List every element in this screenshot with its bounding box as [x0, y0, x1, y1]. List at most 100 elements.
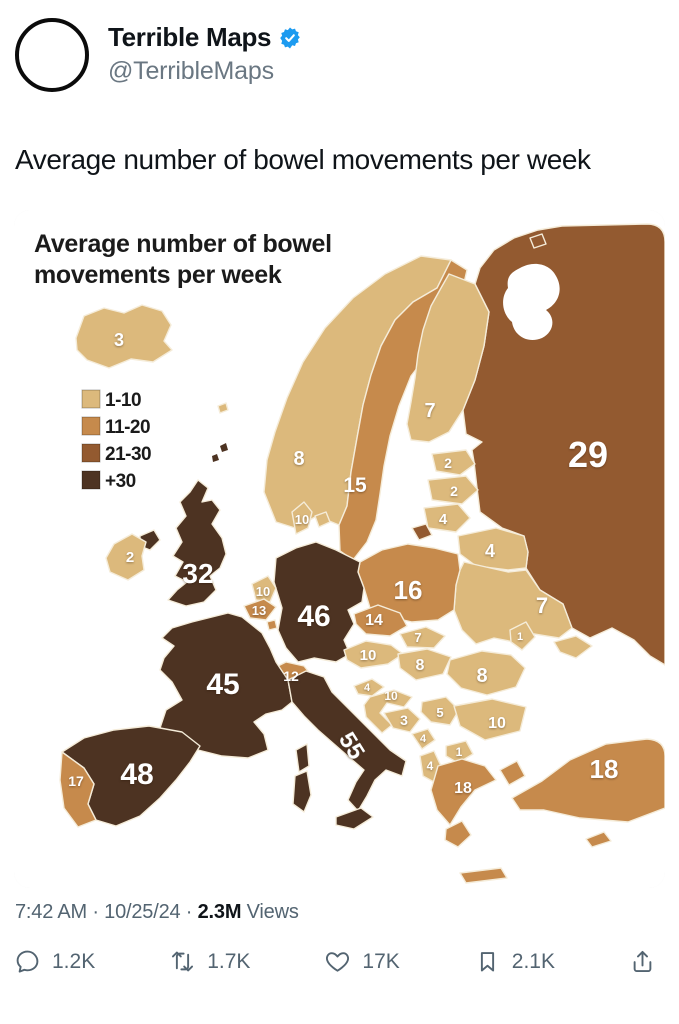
country-shape-latvia — [427, 475, 479, 505]
legend-swatch-21-30 — [81, 443, 101, 463]
legend-label-21-30: 21-30 — [105, 444, 151, 465]
country-value-north-macedonia: 1 — [456, 745, 463, 759]
country-value-romania: 8 — [476, 665, 487, 687]
country-shape-iceland — [75, 304, 173, 369]
verified-badge-icon — [278, 26, 302, 50]
country-value-hungary: 8 — [416, 657, 425, 674]
country-value-belgium: 13 — [252, 603, 266, 618]
country-value-russia: 29 — [568, 434, 608, 475]
country-shape-france — [159, 612, 293, 759]
country-shape-turkey — [511, 738, 665, 823]
bookmark-count: 2.1K — [511, 949, 555, 973]
country-value-albania: 4 — [427, 759, 434, 773]
country-shape-ireland — [105, 533, 147, 581]
country-shape-shetland — [212, 443, 228, 462]
reply-count: 1.2K — [52, 949, 96, 973]
tweet-media-map[interactable]: Average number of bowel movements per we… — [14, 210, 665, 888]
country-value-sweden: 15 — [343, 474, 367, 497]
legend-label-30plus: +30 — [105, 471, 136, 492]
country-shape-turkey-thrace — [499, 760, 526, 786]
country-value-czechia: 14 — [365, 612, 383, 629]
country-shape-serbia — [420, 696, 460, 726]
country-value-ireland: 2 — [126, 549, 134, 566]
country-shape-portugal — [59, 751, 97, 828]
tweet-text: Average number of bowel movements per we… — [15, 144, 591, 175]
country-shape-austria — [343, 640, 404, 669]
action-bar: 1.2K 1.7K 17K 2.1K — [14, 948, 664, 975]
map-title-line2: movements per week — [34, 261, 282, 289]
country-shape-slovenia — [353, 678, 385, 697]
country-shape-corsica — [295, 743, 310, 773]
country-shape-hungary — [397, 648, 452, 681]
separator-dot: · — [92, 901, 105, 923]
avatar[interactable] — [15, 18, 89, 92]
views-label-text: Views — [246, 901, 299, 923]
country-value-finland: 7 — [424, 400, 435, 422]
country-value-estonia: 2 — [444, 455, 452, 471]
country-shape-estonia — [431, 449, 476, 476]
country-value-croatia: 10 — [384, 689, 398, 703]
country-value-belarus: 4 — [485, 541, 495, 561]
country-value-bulgaria: 10 — [488, 715, 506, 732]
country-value-netherlands: 10 — [256, 584, 270, 599]
views-count: 2.3M — [197, 901, 242, 923]
country-shape-russia — [462, 223, 665, 666]
reply-button[interactable]: 1.2K — [14, 948, 95, 975]
country-shape-poland — [357, 543, 461, 623]
country-shape-germany — [273, 541, 365, 663]
repost-button[interactable]: 1.7K — [169, 948, 250, 975]
share-button[interactable] — [629, 948, 656, 975]
country-shape-belgium — [243, 598, 277, 621]
legend-swatch-30plus — [81, 470, 101, 490]
country-value-spain: 48 — [120, 758, 153, 791]
country-shape-faroe — [217, 402, 229, 414]
country-shape-russia-island — [529, 233, 547, 249]
country-value-ukraine: 7 — [536, 593, 548, 618]
country-value-portugal: 17 — [68, 773, 84, 789]
country-value-denmark: 10 — [295, 512, 309, 527]
country-shape-cyprus — [585, 831, 612, 848]
bookmark-button[interactable]: 2.1K — [474, 948, 555, 975]
country-value-slovenia: 4 — [364, 682, 371, 694]
country-value-germany: 46 — [297, 600, 330, 633]
author-handle[interactable]: @TerribleMaps — [108, 57, 274, 85]
legend-label-1-10: 1-10 — [105, 390, 141, 411]
country-value-united-kingdom: 32 — [182, 558, 213, 589]
country-shape-finland — [406, 273, 490, 443]
country-value-lithuania: 4 — [439, 511, 448, 528]
country-value-france: 45 — [206, 668, 239, 701]
country-shape-croatia — [363, 689, 413, 734]
map-value-labels: 3 8 15 7 29 2 2 4 4 7 1 16 46 10 10 13 3… — [68, 330, 618, 797]
country-shape-moldova — [509, 621, 536, 651]
country-value-poland: 16 — [394, 575, 423, 605]
tweet-date: 10/25/24 — [104, 901, 181, 923]
country-value-norway: 8 — [293, 448, 304, 470]
country-shape-bulgaria — [453, 698, 527, 741]
country-value-moldova: 1 — [517, 631, 523, 643]
country-value-switzerland: 12 — [283, 668, 299, 684]
repost-icon — [172, 951, 194, 972]
country-shape-montenegro — [411, 728, 436, 750]
timestamp-row[interactable]: 7:42 AM · 10/25/24 · 2.3M Views — [15, 901, 299, 924]
country-shape-north-macedonia — [445, 740, 474, 764]
country-shape-luxembourg — [266, 619, 278, 631]
country-shape-lithuania — [423, 503, 471, 533]
country-shape-slovakia — [399, 626, 446, 649]
bookmark-icon — [480, 952, 494, 972]
white-sea — [503, 263, 560, 341]
country-shape-belarus — [457, 527, 529, 571]
country-shape-sicily — [335, 807, 374, 830]
country-shape-netherlands — [251, 575, 277, 603]
heart-icon — [326, 952, 350, 972]
country-shape-bosnia — [383, 707, 421, 733]
country-shape-united-kingdom — [167, 479, 227, 607]
country-value-turkey: 18 — [590, 754, 619, 784]
country-shape-denmark — [291, 501, 331, 535]
like-button[interactable]: 17K — [324, 948, 400, 975]
author-name[interactable]: Terrible Maps — [108, 22, 272, 52]
map-countries — [59, 223, 665, 884]
country-value-bosnia: 3 — [400, 712, 408, 728]
country-shape-greece — [430, 758, 508, 884]
country-value-greece: 18 — [454, 780, 472, 797]
country-shape-crimea — [553, 635, 593, 659]
